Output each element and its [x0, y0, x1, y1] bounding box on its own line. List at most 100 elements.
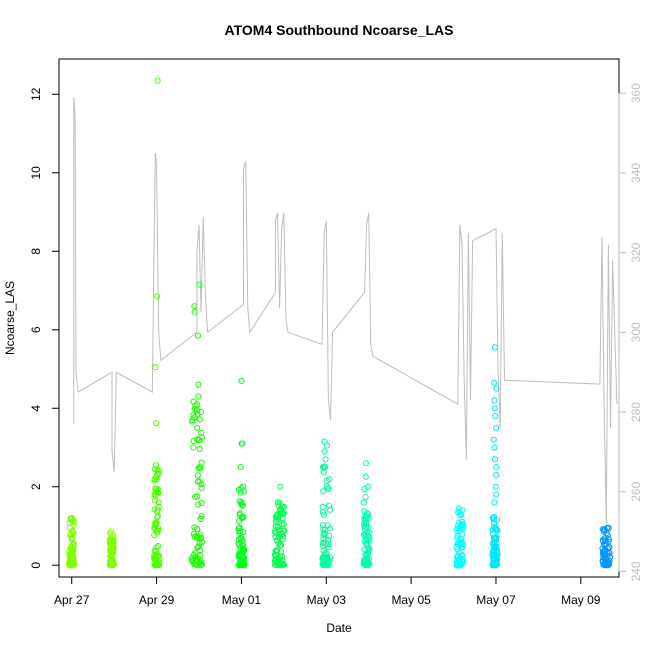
data-point: [235, 528, 242, 535]
data-point: [492, 483, 499, 490]
data-point: [194, 411, 201, 418]
data-point: [325, 502, 333, 509]
data-point: [240, 560, 247, 567]
data-point: [493, 561, 500, 569]
y-tick-label: 10: [29, 166, 43, 180]
data-point: [194, 493, 201, 500]
data-point: [195, 501, 202, 508]
data-point: [491, 524, 498, 531]
data-point: [362, 519, 370, 526]
data-point: [239, 483, 246, 490]
data-point: [601, 555, 609, 563]
data-point: [362, 460, 369, 467]
data-point: [68, 560, 75, 567]
data-point: [279, 515, 286, 522]
data-point: [455, 556, 462, 564]
data-point: [599, 537, 606, 544]
data-point: [279, 536, 286, 543]
data-point: [493, 557, 500, 564]
y2-tick-label: 280: [629, 402, 643, 422]
data-point: [326, 506, 333, 513]
data-point: [152, 364, 159, 371]
data-point: [274, 499, 281, 506]
data-point: [68, 553, 75, 560]
data-point: [196, 281, 203, 288]
data-point: [240, 514, 247, 521]
data-point: [194, 478, 201, 485]
data-point: [236, 498, 243, 505]
data-point: [493, 540, 500, 547]
data-point: [107, 537, 114, 545]
data-point: [193, 555, 200, 563]
data-point: [198, 459, 205, 466]
data-point: [320, 488, 327, 495]
flight-cluster: [235, 377, 248, 569]
data-point: [154, 293, 161, 300]
data-point: [152, 561, 159, 568]
flight-cluster: [360, 460, 373, 569]
data-point: [490, 549, 497, 556]
data-point: [493, 464, 500, 471]
data-point: [272, 523, 279, 530]
data-point: [453, 527, 460, 534]
data-point: [361, 561, 368, 569]
flight-cluster: [599, 524, 614, 569]
data-point: [194, 544, 201, 551]
data-point: [277, 506, 284, 513]
data-point: [365, 511, 372, 518]
data-point: [235, 540, 242, 547]
data-point: [493, 491, 500, 498]
data-point: [490, 546, 497, 554]
data-point: [362, 494, 369, 501]
data-point: [236, 551, 243, 558]
y-axis-label: Ncoarse_LAS: [3, 281, 17, 355]
data-point: [323, 477, 330, 484]
data-point: [237, 489, 244, 496]
data-point: [69, 534, 76, 541]
x-tick-label: May 01: [222, 593, 262, 607]
data-point: [492, 413, 499, 420]
x-tick-label: Apr 27: [54, 593, 90, 607]
data-point: [273, 537, 280, 544]
y2-tick-label: 340: [629, 163, 643, 183]
data-point: [489, 530, 496, 537]
data-point: [197, 551, 204, 558]
data-point: [155, 470, 162, 477]
data-point: [324, 485, 331, 492]
data-point: [151, 465, 158, 472]
data-point: [197, 515, 204, 523]
data-point: [363, 541, 370, 548]
data-point: [454, 522, 462, 529]
data-point: [108, 560, 115, 567]
data-point: [491, 379, 498, 386]
data-point: [323, 442, 331, 449]
data-point: [110, 538, 117, 545]
data-point: [198, 535, 205, 542]
data-point: [319, 560, 326, 568]
data-point: [194, 401, 201, 408]
data-point: [491, 344, 499, 351]
data-point: [326, 558, 333, 565]
x-tick-label: May 03: [307, 593, 347, 607]
data-point: [196, 416, 203, 423]
data-point: [238, 499, 245, 506]
data-point: [236, 553, 243, 561]
data-point: [241, 546, 248, 553]
flight-cluster: [271, 483, 288, 569]
data-point: [361, 546, 368, 553]
x-axis-label: Date: [326, 621, 352, 635]
data-point: [363, 524, 370, 531]
data-point: [457, 511, 464, 518]
y2-tick-label: 360: [629, 83, 643, 103]
y2-tick-label: 320: [629, 242, 643, 262]
y-tick-label: 0: [29, 562, 43, 569]
data-point: [456, 527, 463, 534]
data-point: [364, 561, 371, 569]
plot-border: [58, 58, 620, 578]
data-point: [191, 303, 198, 310]
data-point: [154, 77, 161, 84]
data-point: [322, 540, 329, 547]
data-point: [319, 522, 326, 529]
x-axis: Apr 27 Apr 29 May 01 May 03 May 05 May 07 May …: [54, 576, 601, 607]
data-point: [190, 444, 197, 451]
